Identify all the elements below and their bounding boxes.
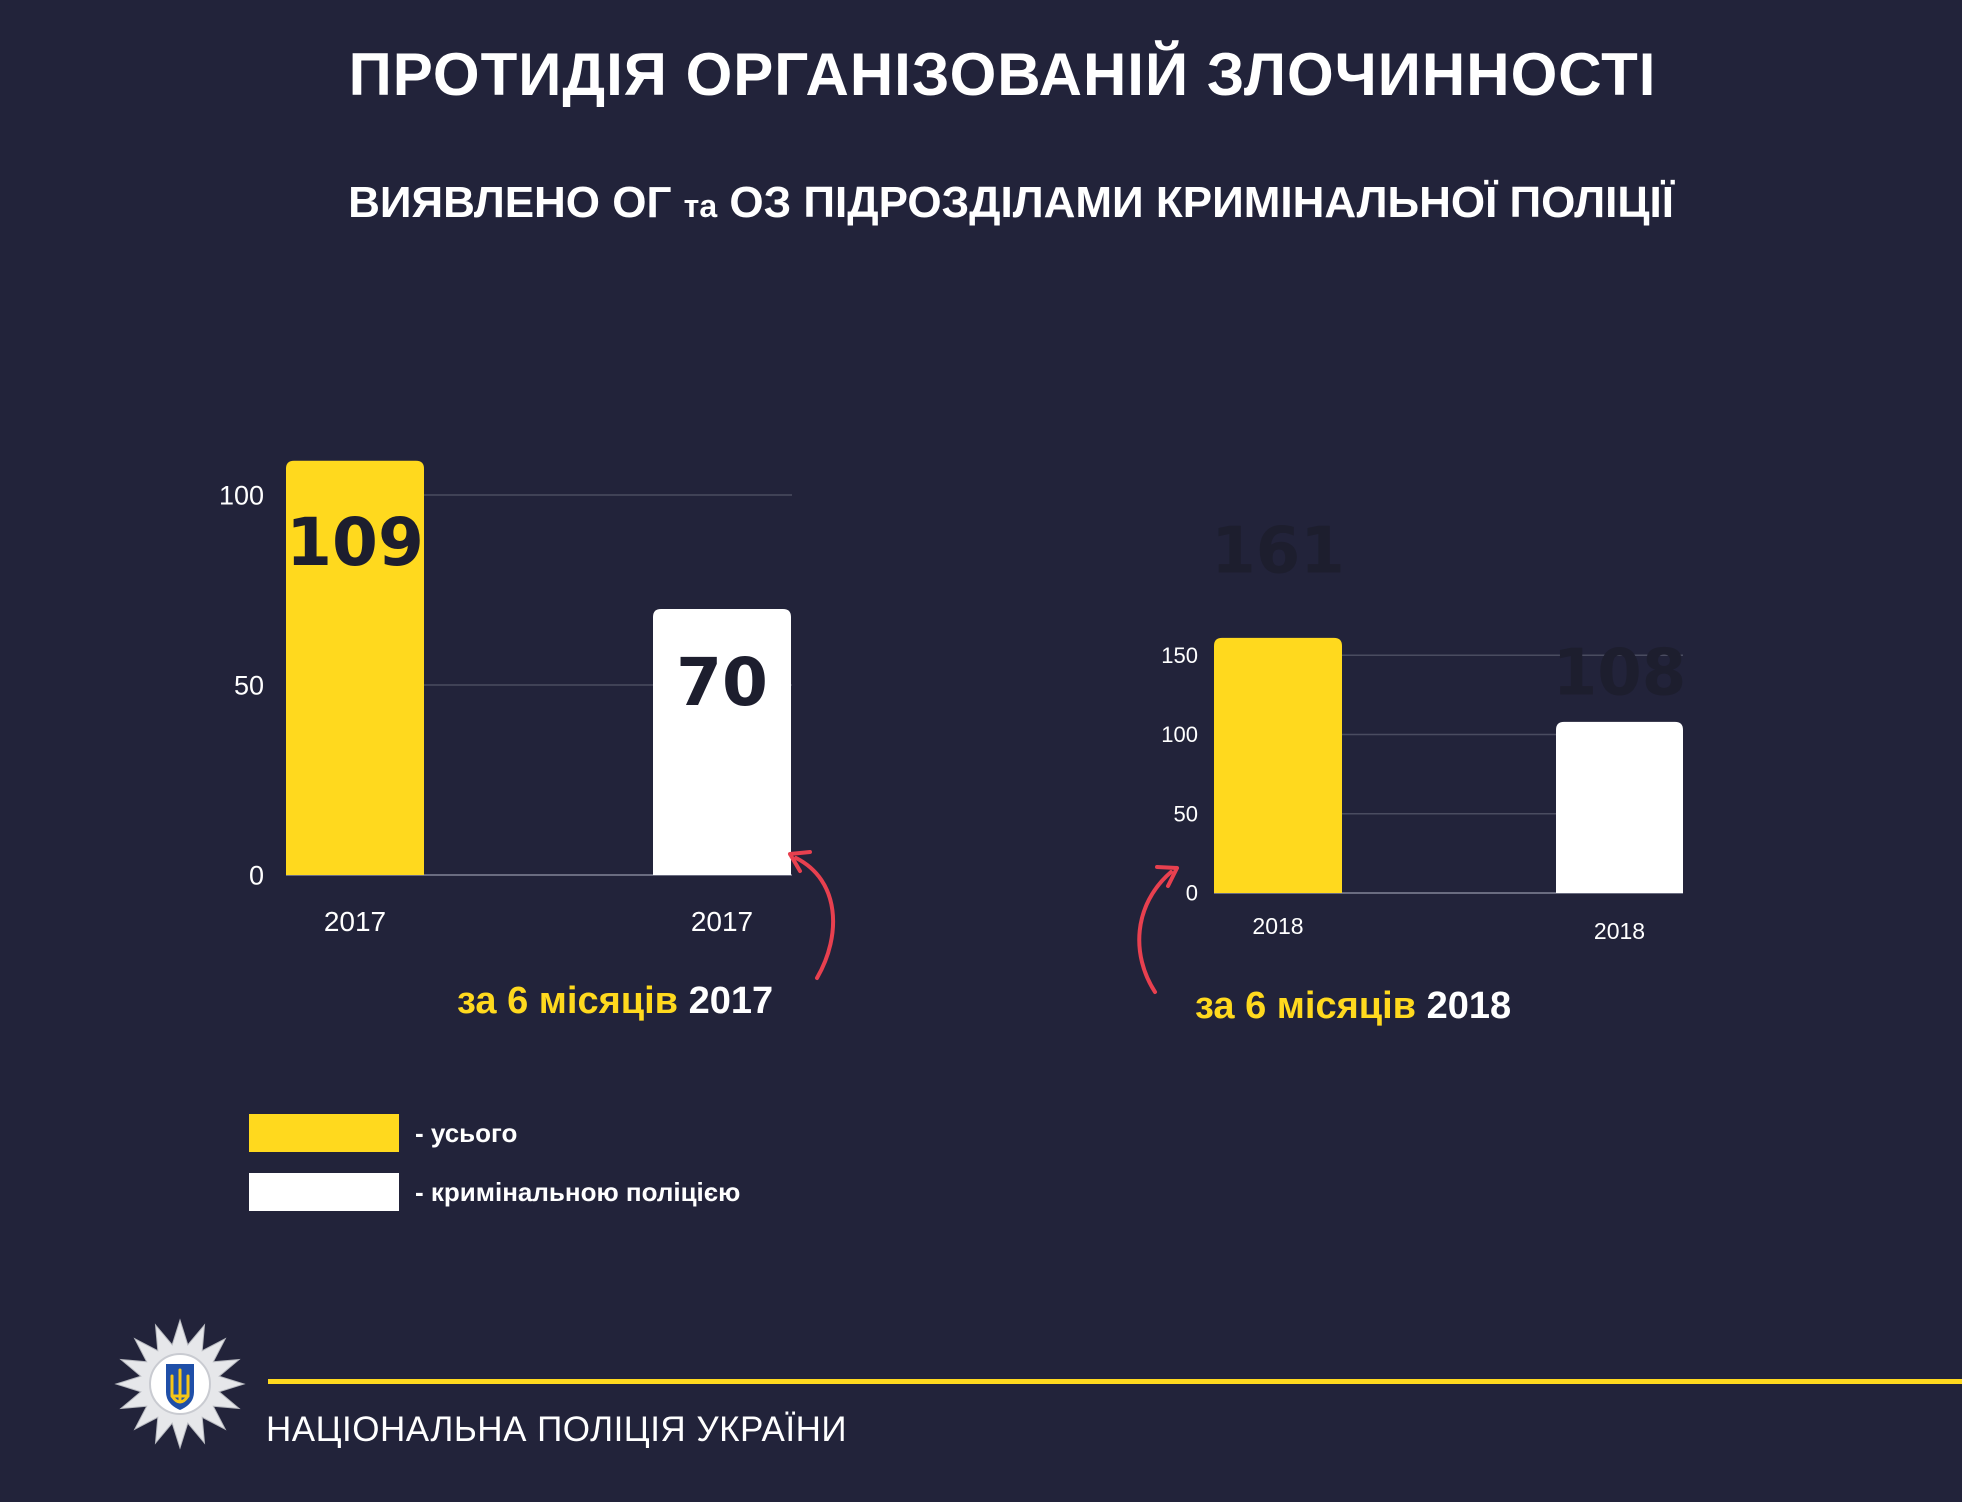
period-caption-2017: за 6 місяців 2017 xyxy=(457,980,773,1023)
x-category-label: 2017 xyxy=(691,906,753,937)
footer-divider xyxy=(268,1379,1962,1384)
legend-label-criminal-police: - кримінальною поліцією xyxy=(415,1176,741,1207)
period-caption-2017-year: 2017 xyxy=(688,980,774,1022)
bar-value-label: 109 xyxy=(286,504,424,581)
curved-arrow-icon xyxy=(788,850,836,980)
period-caption-2018: за 6 місяців 2018 xyxy=(1195,985,1511,1028)
curved-arrow-icon xyxy=(1137,865,1179,994)
bar xyxy=(653,609,791,875)
y-tick-label: 150 xyxy=(1161,643,1198,668)
legend-swatch-total xyxy=(249,1114,399,1152)
x-category-label: 2018 xyxy=(1252,913,1303,939)
page-subtitle: ВИЯВЛЕНО ОГ та ОЗ ПІДРОЗДІЛАМИ КРИМІНАЛЬ… xyxy=(0,178,1962,228)
y-tick-label: 0 xyxy=(1186,881,1198,906)
bar-value-label: 70 xyxy=(676,644,768,721)
y-tick-label: 50 xyxy=(1174,801,1198,826)
police-star-emblem-icon xyxy=(114,1318,246,1450)
legend-label-total: - усього xyxy=(415,1117,518,1148)
period-caption-2018-year: 2018 xyxy=(1426,985,1512,1027)
footer-organization: НАЦІОНАЛЬНА ПОЛІЦІЯ УКРАЇНИ xyxy=(266,1410,848,1449)
bar xyxy=(1556,721,1683,893)
subtitle-part1: ВИЯВЛЕНО ОГ xyxy=(348,178,672,227)
subtitle-conjunction: та xyxy=(683,188,718,224)
bar xyxy=(286,460,424,875)
legend-item-total: - усього xyxy=(249,1113,517,1153)
y-tick-label: 100 xyxy=(219,480,264,510)
y-tick-label: 0 xyxy=(249,860,264,890)
period-caption-2018-highlight: за 6 місяців xyxy=(1195,985,1417,1027)
x-category-label: 2018 xyxy=(1594,918,1645,944)
y-tick-label: 100 xyxy=(1161,722,1198,747)
bar xyxy=(1214,637,1342,893)
bar-value-label: 161 xyxy=(1211,514,1345,588)
page-title: ПРОТИДІЯ ОРГАНІЗОВАНІЙ ЗЛОЧИННОСТІ xyxy=(348,41,1657,108)
bar-value-label: 108 xyxy=(1553,636,1687,710)
x-category-label: 2017 xyxy=(324,906,386,937)
period-caption-2017-highlight: за 6 місяців xyxy=(457,980,679,1022)
subtitle-part2: ОЗ ПІДРОЗДІЛАМИ КРИМІНАЛЬНОЇ ПОЛІЦІЇ xyxy=(729,178,1674,227)
y-tick-label: 50 xyxy=(234,670,264,700)
legend-item-criminal-police: - кримінальною поліцією xyxy=(249,1172,740,1212)
legend-swatch-criminal-police xyxy=(249,1173,399,1211)
